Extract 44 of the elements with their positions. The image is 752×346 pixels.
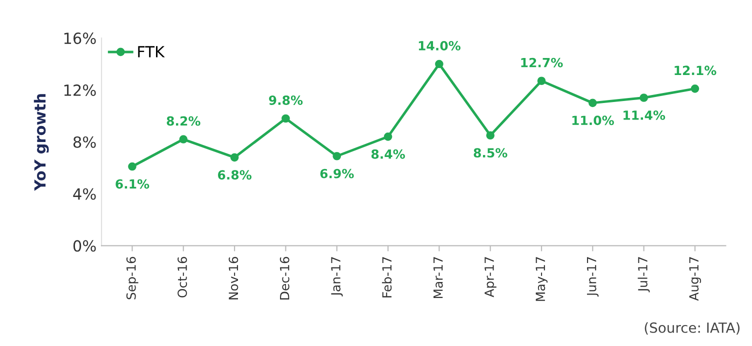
y-tick-label: 16% (64, 32, 96, 44)
data-label: 9.8% (269, 96, 303, 105)
data-label: 8.2% (166, 116, 200, 126)
point (128, 162, 136, 171)
x-tick-label: Nov-16 (228, 256, 238, 300)
y-tick-label: 0% (73, 240, 96, 252)
x-tick-label: Jan-17 (331, 257, 343, 296)
x-tick-label: Feb-17 (382, 257, 392, 298)
y-tick-label: 4% (73, 188, 96, 200)
point (690, 84, 700, 93)
point (332, 152, 342, 160)
text: (Source: IATA) (644, 322, 740, 335)
x-tick-label: Mar-17 (434, 257, 443, 298)
point (282, 114, 290, 123)
point (588, 98, 597, 108)
point (384, 132, 392, 141)
x-tick-label: May-17 (536, 257, 548, 301)
data-label: 12.1% (674, 66, 716, 76)
data-label: 6.1% (116, 179, 150, 189)
x-tick-label: Jul-17 (638, 257, 650, 292)
point (537, 76, 546, 86)
data-label: 6.8% (218, 170, 252, 180)
data-label: 8.5% (474, 148, 508, 158)
x-tick-label: Jun-17 (587, 257, 599, 297)
data-label: 11.4% (624, 110, 666, 120)
data-label: 8.4% (371, 149, 405, 159)
data-label: 12.7% (521, 58, 563, 68)
y-axis-title: YoY growth (34, 94, 49, 191)
data-label: 6.9% (320, 168, 354, 178)
x-tick-label: Sep-16 (126, 256, 138, 300)
point (486, 131, 495, 140)
point (640, 94, 648, 102)
point (435, 60, 444, 68)
data-label: 11.0% (572, 116, 614, 126)
y-tick-label: 12% (64, 84, 96, 96)
legend-label: FTK (138, 46, 165, 58)
y-tick-label: 8% (73, 136, 96, 148)
point (179, 135, 188, 144)
x-tick-label: Aug-17 (689, 257, 702, 301)
x-tick-label: Dec-16 (280, 256, 290, 300)
data-label: 14.0% (418, 41, 460, 50)
x-tick-label: Oct-16 (178, 256, 188, 298)
x-tick-label: Apr-17 (484, 257, 496, 298)
point (230, 153, 239, 162)
